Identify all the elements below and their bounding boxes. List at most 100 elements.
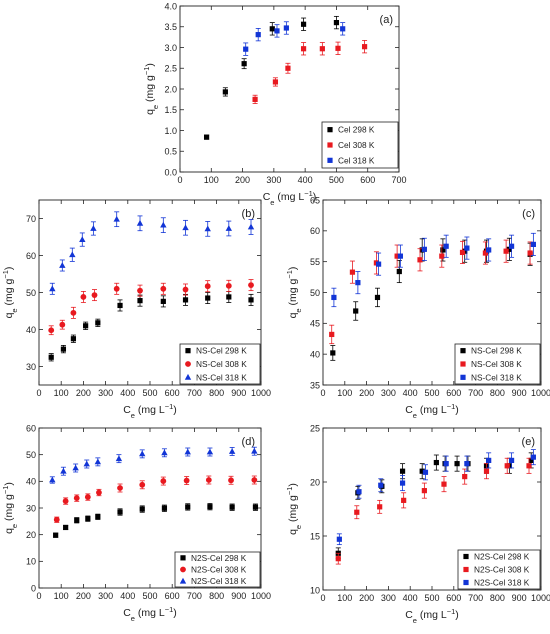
data-point [255, 32, 261, 38]
x-tick-label: 1000 [251, 591, 271, 601]
data-point [205, 477, 212, 483]
data-point [95, 514, 101, 520]
data-point [443, 243, 449, 249]
data-point [96, 489, 102, 496]
data-series [335, 452, 534, 560]
data-point [115, 455, 123, 462]
legend-box [457, 549, 541, 590]
data-point [62, 498, 69, 504]
legend-marker [179, 577, 187, 584]
y-axis-label: qe (mg g−1) [142, 63, 160, 115]
data-point [349, 269, 356, 275]
data-series [49, 211, 255, 295]
data-point [48, 327, 55, 334]
x-tick-label: 100 [337, 593, 352, 603]
data-point [91, 292, 98, 298]
data-point [203, 134, 210, 140]
data-point [353, 308, 359, 314]
x-tick-label: 100 [54, 388, 69, 398]
data-point [182, 224, 189, 231]
data-point [331, 294, 337, 301]
data-point [336, 536, 342, 542]
legend-label: NS-Cel 318 K [471, 372, 522, 382]
data-point [394, 253, 400, 259]
data-point [74, 517, 80, 523]
y-tick-label: 1.0 [164, 126, 177, 136]
x-tick-label: 200 [359, 593, 374, 603]
data-point [160, 285, 167, 292]
legend-label: Cel 308 K [338, 140, 375, 150]
data-point [161, 449, 168, 456]
data-point [335, 45, 341, 51]
data-point [63, 524, 69, 531]
y-tick-label: 35 [310, 380, 320, 390]
x-tick-label: 800 [209, 591, 224, 601]
data-point [182, 297, 189, 303]
data-point [206, 448, 214, 455]
x-tick-label: 300 [98, 591, 113, 601]
legend-marker [180, 566, 186, 573]
x-tick-label: 700 [187, 388, 202, 398]
y-tick-label: 50 [26, 288, 36, 298]
x-tick-label: 0 [36, 591, 41, 601]
y-tick-label: 70 [26, 214, 36, 224]
data-point [283, 25, 289, 31]
data-series [335, 457, 532, 565]
data-point [399, 480, 406, 486]
data-point [83, 460, 90, 467]
data-point [49, 285, 56, 292]
x-tick-label: 900 [512, 388, 527, 398]
data-point [439, 253, 445, 259]
x-tick-label: 0 [36, 388, 41, 398]
data-point [335, 556, 341, 562]
data-point [69, 251, 76, 258]
data-point [113, 215, 120, 222]
legend-label: NS-Cel 318 K [196, 372, 247, 382]
data-point [95, 320, 101, 326]
y-tick-label: 55 [310, 257, 320, 267]
x-tick-label: 600 [446, 388, 461, 398]
data-point [83, 323, 89, 329]
data-point [243, 46, 249, 52]
legend-box [454, 343, 541, 385]
x-tick-label: 200 [235, 175, 250, 185]
data-point [117, 485, 123, 491]
legend-label: N2S-Cel 318 K [474, 578, 530, 588]
data-point [274, 28, 280, 34]
y-tick-label: 20 [310, 477, 320, 487]
data-series [331, 232, 536, 308]
data-point [247, 223, 255, 230]
y-tick-label: 0 [31, 583, 36, 593]
legend-label: N2S-Cel 308 K [191, 565, 247, 575]
legend-label: N2S-Cel 298 K [191, 553, 247, 563]
y-axis-label: qe (mg g−1) [285, 483, 303, 535]
y-tick-label: 60 [310, 226, 320, 236]
data-point [340, 26, 346, 32]
y-tick-label: 1.5 [164, 105, 177, 115]
data-point [530, 241, 536, 247]
data-point [300, 46, 307, 52]
x-tick-label: 900 [231, 591, 246, 601]
legend-marker [185, 348, 191, 354]
legend-marker [184, 373, 192, 380]
y-tick-label: 50 [26, 450, 36, 460]
data-point [459, 249, 466, 256]
legend: N2S-Cel 298 K N2S-Cel 308 K N2S-Cel 318 K [457, 549, 541, 590]
data-point [49, 476, 56, 483]
data-point [161, 505, 168, 511]
data-series [203, 15, 340, 140]
data-point [205, 295, 211, 301]
x-tick-label: 700 [187, 591, 202, 601]
y-tick-label: 4.0 [164, 1, 177, 11]
data-point [440, 247, 446, 253]
y-tick-label: 60 [26, 423, 36, 433]
data-point [482, 250, 489, 256]
x-tick-label: 600 [165, 591, 180, 601]
data-series [53, 475, 258, 523]
data-point [526, 463, 532, 469]
x-tick-label: 0 [177, 175, 182, 185]
x-axis-label: Ce (mg L−1) [405, 607, 459, 625]
x-tick-label: 300 [381, 593, 396, 603]
x-tick-label: 600 [360, 175, 375, 185]
